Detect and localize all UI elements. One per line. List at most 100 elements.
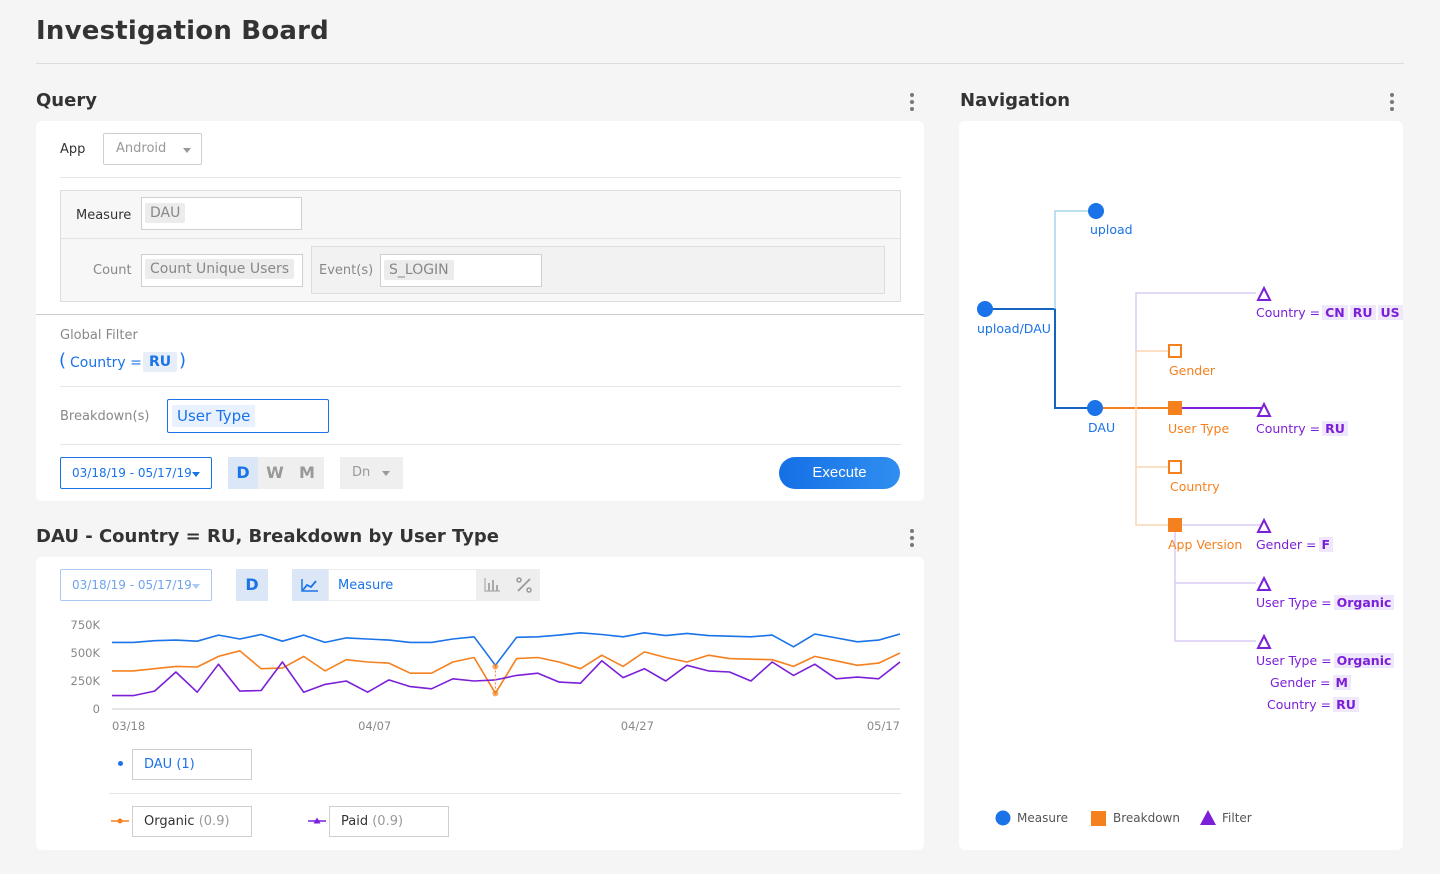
legend-organic[interactable]: Organic (0.9) [132, 806, 252, 837]
page-title: Investigation Board [36, 16, 329, 46]
date-range-value: 03/18/19 - 05/17/19 [72, 466, 192, 480]
title-divider [36, 63, 1404, 64]
edge-dau-appversion [1135, 467, 1175, 526]
chart-date-range-select[interactable]: 03/18/19 - 05/17/19 [60, 569, 212, 601]
measure-legend-icon [995, 810, 1011, 826]
breakdown-chip[interactable]: User Type [172, 405, 256, 427]
filter-open-paren: ( [59, 350, 67, 371]
filter-label: User Type = [1256, 653, 1332, 668]
chart-granularity-day[interactable]: D [236, 569, 268, 601]
x-tick-label: 05/17 [867, 719, 900, 733]
granularity-month[interactable]: M [299, 463, 315, 482]
percent-icon[interactable] [508, 569, 540, 601]
node-usertype-label[interactable]: User Type [1168, 421, 1230, 436]
measure-legend-label: Measure [1017, 811, 1068, 825]
app-select-value: Android [116, 141, 167, 156]
filter-combined-line1[interactable]: User Type = Organic [1256, 653, 1395, 668]
dn-select[interactable]: Dn [340, 457, 403, 489]
node-root-label[interactable]: upload/DAU [977, 321, 1051, 336]
node-country-breakdown[interactable] [1168, 460, 1182, 474]
filter-chip: RU [1349, 305, 1376, 320]
query-card: App Android Measure DAU Count Count Uniq… [36, 121, 924, 501]
granularity-day[interactable]: D [228, 457, 258, 489]
chart-more-icon[interactable] [909, 529, 915, 547]
node-appversion-breakdown[interactable] [1168, 518, 1182, 532]
date-range-select[interactable]: 03/18/19 - 05/17/19 [60, 457, 212, 489]
node-gender-breakdown[interactable] [1168, 344, 1182, 358]
legend-paid-name: Paid [341, 814, 369, 829]
legend-organic-value: (0.9) [198, 814, 230, 829]
measure-label: Measure [76, 208, 132, 223]
y-tick-label: 0 [93, 702, 100, 716]
edge-appversion-combined [1174, 583, 1256, 642]
filter-chip: Organic [1333, 595, 1395, 610]
filter-chip: RU [1333, 697, 1359, 712]
node-usertype-breakdown[interactable] [1168, 401, 1182, 415]
node-root-measure[interactable] [977, 301, 993, 317]
line-chart-icon[interactable] [292, 569, 328, 601]
divider [109, 793, 901, 794]
edge-root-dau [985, 308, 1095, 409]
divider [60, 444, 901, 445]
chart-date-range-value: 03/18/19 - 05/17/19 [72, 578, 192, 592]
node-upload-measure[interactable] [1088, 203, 1104, 219]
count-chip: Count Unique Users [145, 259, 295, 279]
series-line-dau [112, 631, 901, 667]
x-tick-label: 04/07 [358, 719, 391, 733]
legend-dau[interactable]: DAU (1) [132, 749, 252, 780]
measure-chip: DAU [145, 203, 186, 223]
filter-gender-f[interactable]: Gender = F [1256, 537, 1334, 552]
navigation-more-icon[interactable] [1389, 93, 1395, 111]
filter-value-chip[interactable]: RU [143, 352, 178, 372]
events-chip: S_LOGIN [384, 260, 454, 280]
y-tick-label: 250K [71, 674, 101, 688]
node-filter-country-ru[interactable] [1256, 401, 1272, 417]
node-filter-combined[interactable] [1256, 633, 1272, 649]
node-dau-measure[interactable] [1087, 400, 1103, 416]
node-dau-label[interactable]: DAU [1088, 420, 1116, 435]
filter-field[interactable]: Country = [70, 355, 142, 371]
divider [60, 177, 901, 178]
node-country-label[interactable]: Country [1170, 479, 1220, 494]
query-more-icon[interactable] [909, 93, 915, 111]
granularity-week[interactable]: W [266, 463, 284, 482]
filter-country-ru[interactable]: Country = RU [1256, 421, 1348, 436]
node-filter-usertype[interactable] [1256, 575, 1272, 591]
filter-chip: M [1332, 675, 1351, 690]
app-label: App [60, 142, 86, 157]
bar-chart-icon[interactable] [476, 569, 508, 601]
divider [61, 238, 900, 239]
filter-legend-label: Filter [1222, 811, 1252, 825]
navigation-tree [977, 203, 1272, 826]
node-upload-label[interactable]: upload [1090, 222, 1133, 237]
divider [36, 314, 924, 315]
node-filter-gender[interactable] [1256, 517, 1272, 533]
node-appversion-label[interactable]: App Version [1168, 537, 1243, 552]
filter-combined-line3: Country = RU [1267, 697, 1359, 712]
filter-usertype-organic[interactable]: User Type = Organic [1256, 595, 1395, 610]
y-tick-label: 750K [71, 618, 101, 632]
legend-dot-dau [118, 761, 123, 766]
x-tick-label: 04/27 [621, 719, 654, 733]
filter-country-multi[interactable]: Country = CN RU US [1256, 305, 1403, 320]
node-gender-label[interactable]: Gender [1169, 363, 1216, 378]
legend-paid-value: (0.9) [372, 814, 404, 829]
filter-label: Gender = [1270, 675, 1331, 690]
chart-card: 03/18/19 - 05/17/19 D Measure 0 250K 500K 7… [36, 557, 924, 850]
execute-button[interactable]: Execute [779, 457, 900, 489]
edge-root-upload [1054, 210, 1095, 309]
app-select[interactable]: Android [103, 133, 202, 165]
legend-paid[interactable]: Paid (0.9) [329, 806, 449, 837]
breakdown-label: Breakdown(s) [60, 409, 150, 424]
count-label: Count [93, 263, 132, 278]
filter-combined-line2: Gender = M [1270, 675, 1351, 690]
edge-appversion-usertype [1174, 525, 1256, 584]
filter-chip: US [1377, 305, 1403, 320]
chevron-down-icon [192, 584, 200, 589]
node-filter-country-multi[interactable] [1256, 285, 1272, 301]
series-line-paid [112, 659, 901, 697]
legend-dau-name: DAU [144, 757, 173, 772]
filter-legend-icon [1200, 810, 1216, 825]
legend-organic-name: Organic [144, 814, 195, 829]
annotation-marker [492, 663, 499, 670]
